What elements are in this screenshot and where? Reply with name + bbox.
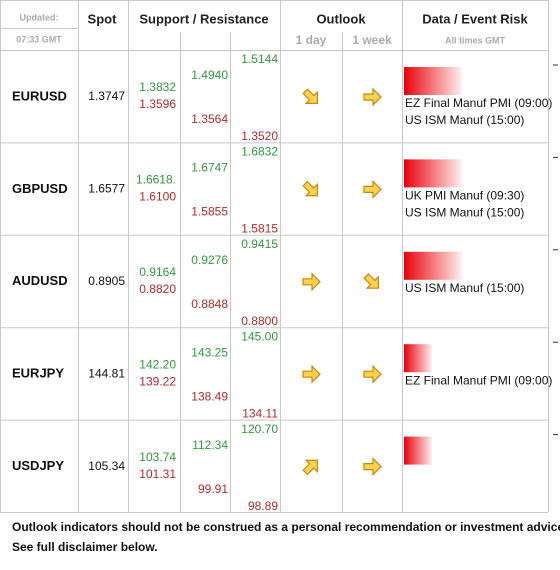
support: 1.3564 [191,112,228,126]
resistance: 1.6747 [191,161,228,175]
outlook-arrow [363,364,382,384]
updated-time: 07:33 GMT [16,34,62,44]
risk-bar [404,159,462,188]
spot-header: Spot [88,11,118,26]
support: 0.8800 [241,314,278,328]
outlook-arrow [302,459,318,476]
event: EZ Final Manuf PMI (09:00) [405,373,552,387]
spot: 105.34 [88,459,125,473]
resistance: 143.25 [191,345,228,359]
support: 1.6100 [139,190,176,204]
resistance: 112.34 [192,438,228,452]
updated-label: Updated: [20,12,59,22]
outlook-arrow [363,87,382,107]
risk-bar [404,67,462,95]
resistance: 1.6618. [136,173,176,187]
resistance: 1.5144 [241,52,278,66]
resistance: 0.9415 [241,237,278,251]
times-header: All times GMT [445,35,506,45]
pair: AUDUSD [12,273,68,288]
pair: USDJPY [12,458,64,473]
support: 138.49 [191,389,228,403]
week-header: 1 week [352,33,392,47]
support: 99.91 [198,482,228,496]
outlook-arrow [302,88,318,104]
spot: 1.6577 [88,182,125,196]
outlook-arrow [302,180,318,197]
support: 134.11 [242,406,278,420]
day-header: 1 day [296,33,327,47]
event: US ISM Manuf (15:00) [405,113,524,127]
risk-bar [404,436,432,465]
disclaimer: Outlook indicators should not be constru… [12,520,560,534]
event: EZ Final Manuf PMI (09:00) [405,96,552,110]
outlook-arrow [302,272,321,292]
pair: EURUSD [12,88,67,103]
support: 0.8820 [139,282,176,296]
events-header: Data / Event Risk [422,11,528,26]
risk-bar [404,251,462,280]
header: Updated: 07:33 GMT Spot Support / Resist… [0,0,548,50]
support: 101.31 [139,467,176,481]
resistance: 0.9164 [139,265,176,279]
support: 98.89 [248,499,278,513]
support: 1.5855 [191,205,228,219]
pair: GBPUSD [12,181,68,196]
resistance: 1.4940 [191,68,228,82]
spot: 0.8905 [88,274,125,288]
support: 1.5815 [241,222,278,236]
event: US ISM Manuf (15:00) [405,206,524,220]
header-bg [0,0,548,50]
support: 1.3596 [139,97,176,111]
resistance: 0.9276 [191,253,228,267]
support: 139.22 [139,374,176,388]
support: 0.8848 [191,297,228,311]
outlook-arrow [363,179,382,199]
resistance: 142.20 [139,357,176,371]
resistance: 120.70 [241,422,278,436]
event: US ISM Manuf (15:00) [405,281,524,295]
outlook-arrow [363,273,379,289]
event: UK PMI Manuf (09:30) [405,189,524,203]
support: 1.3520 [241,129,278,143]
levels-header: Support / Resistance [139,11,268,26]
pair: EURJPY [12,366,64,381]
resistance: 1.6832 [241,145,278,159]
resistance: 103.74 [139,450,176,464]
resistance: 1.3832 [139,80,176,94]
outlook-arrow [363,457,382,477]
resistance: 145.00 [241,329,278,343]
outlook-arrow [302,364,321,384]
spot: 1.3747 [88,89,125,103]
spot: 144.81 [88,366,125,380]
outlook-header: Outlook [316,11,366,26]
disclaimer-link: See full disclaimer below. [12,540,158,554]
risk-bar [404,344,432,373]
